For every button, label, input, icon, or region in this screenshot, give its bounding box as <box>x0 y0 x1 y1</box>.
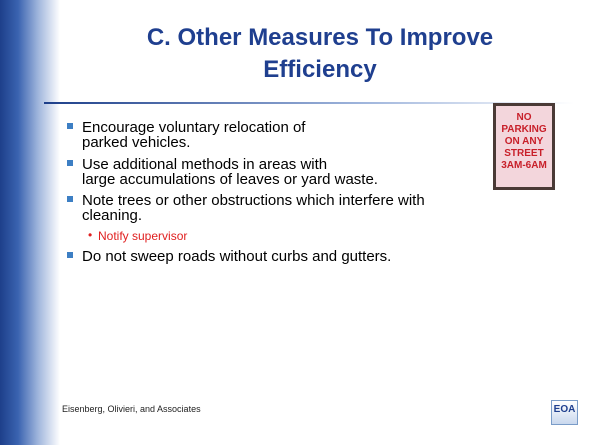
slide-title: C. Other Measures To Improve <box>60 24 580 52</box>
side-bar <box>0 0 60 445</box>
sign-face: NO PARKING ON ANY STREET 3AM-6AM <box>496 106 552 187</box>
bullet-text: Do not sweep roads without curbs and gut… <box>82 248 391 265</box>
bullet-marker <box>67 196 73 202</box>
bullet-text: cleaning. <box>82 207 142 224</box>
sign-text: NO <box>496 112 552 124</box>
sign-text: 3AM-6AM <box>496 160 552 172</box>
sign-text: ON ANY <box>496 136 552 148</box>
bullet-marker <box>67 123 73 129</box>
sign-photo: NO PARKING ON ANY STREET 3AM-6AM <box>493 103 555 190</box>
sign-text: PARKING <box>496 124 552 136</box>
footer-text: Eisenberg, Olivieri, and Associates <box>62 404 201 414</box>
sign-text: STREET <box>496 148 552 160</box>
logo: EOA <box>551 400 578 425</box>
bullet-marker <box>67 252 73 258</box>
sub-bullet-marker: • <box>88 228 92 242</box>
slide: C. Other Measures To Improve Efficiency … <box>0 0 600 445</box>
sub-bullet-text: Notify supervisor <box>98 229 187 243</box>
slide-title: Efficiency <box>60 56 580 84</box>
bullet-marker <box>67 160 73 166</box>
bullet-text: parked vehicles. <box>82 134 190 151</box>
bullet-text: large accumulations of leaves or yard wa… <box>82 171 378 188</box>
